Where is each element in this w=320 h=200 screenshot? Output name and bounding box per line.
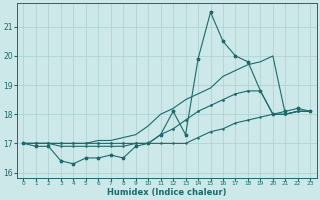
X-axis label: Humidex (Indice chaleur): Humidex (Indice chaleur)	[107, 188, 227, 197]
